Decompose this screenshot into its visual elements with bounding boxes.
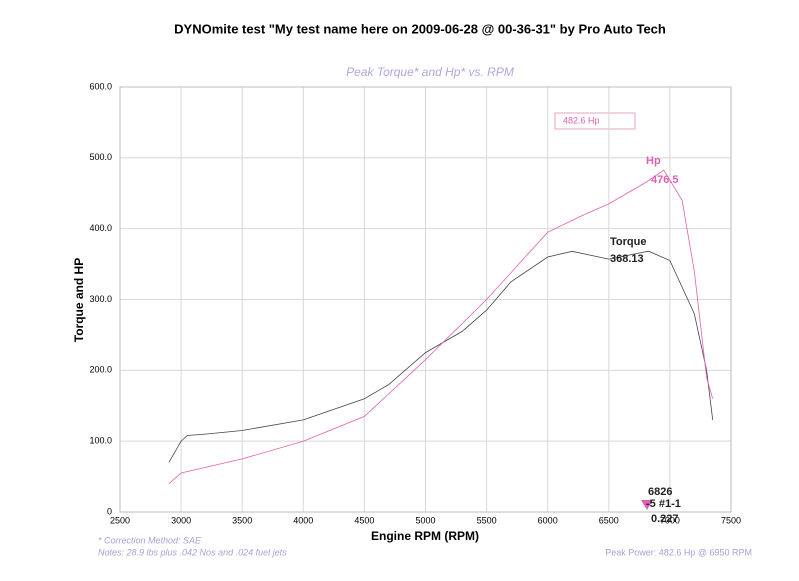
x-tick-label: 4500 — [354, 515, 374, 525]
note: * Correction Method: SAE — [98, 535, 202, 545]
y-tick-label: 600.0 — [89, 81, 112, 91]
y-tick-label: 100.0 — [89, 436, 112, 446]
annotation: 0.227 — [651, 513, 679, 525]
series-label: Hp — [646, 155, 661, 167]
x-tick-label: 7000 — [660, 515, 680, 525]
peak-note: Peak Power: 482.6 Hp @ 6950 RPM — [605, 547, 752, 557]
x-tick-label: 7500 — [721, 515, 741, 525]
y-tick-label: 200.0 — [89, 365, 112, 375]
annotation: 368.13 — [610, 253, 644, 265]
annotation: 476.5 — [651, 174, 679, 186]
y-tick-label: 400.0 — [89, 223, 112, 233]
x-tick-label: 6000 — [538, 515, 558, 525]
plot-frame — [119, 86, 732, 513]
annotation-box — [554, 112, 636, 130]
y-axis-label: Torque and HP — [72, 258, 86, 342]
annotation: 482.6 Hp — [563, 115, 600, 125]
x-tick-label: 4000 — [293, 515, 313, 525]
series-line — [168, 169, 714, 485]
marker — [641, 500, 653, 510]
annotation: 6826 — [648, 486, 672, 498]
y-tick-label: 300.0 — [89, 294, 112, 304]
y-tick-label: 500.0 — [89, 152, 112, 162]
x-tick-label: 5000 — [415, 515, 435, 525]
note: Notes: 28.9 lbs plus .042 Nos and .024 f… — [98, 547, 287, 557]
x-tick-label: 3000 — [171, 515, 191, 525]
x-tick-label: 6500 — [599, 515, 619, 525]
annotation: -5 #1-1 — [646, 498, 681, 510]
chart-subtitle: Peak Torque* and Hp* vs. RPM — [346, 65, 514, 79]
chart-title: DYNOmite test "My test name here on 2009… — [174, 21, 666, 36]
x-tick-label: 2500 — [110, 515, 130, 525]
y-tick-label: 0 — [107, 506, 112, 516]
series-label: Torque — [610, 236, 646, 248]
x-tick-label: 3500 — [232, 515, 252, 525]
series-line — [168, 250, 714, 463]
x-tick-label: 5500 — [477, 515, 497, 525]
x-axis-label: Engine RPM (RPM) — [371, 529, 479, 543]
